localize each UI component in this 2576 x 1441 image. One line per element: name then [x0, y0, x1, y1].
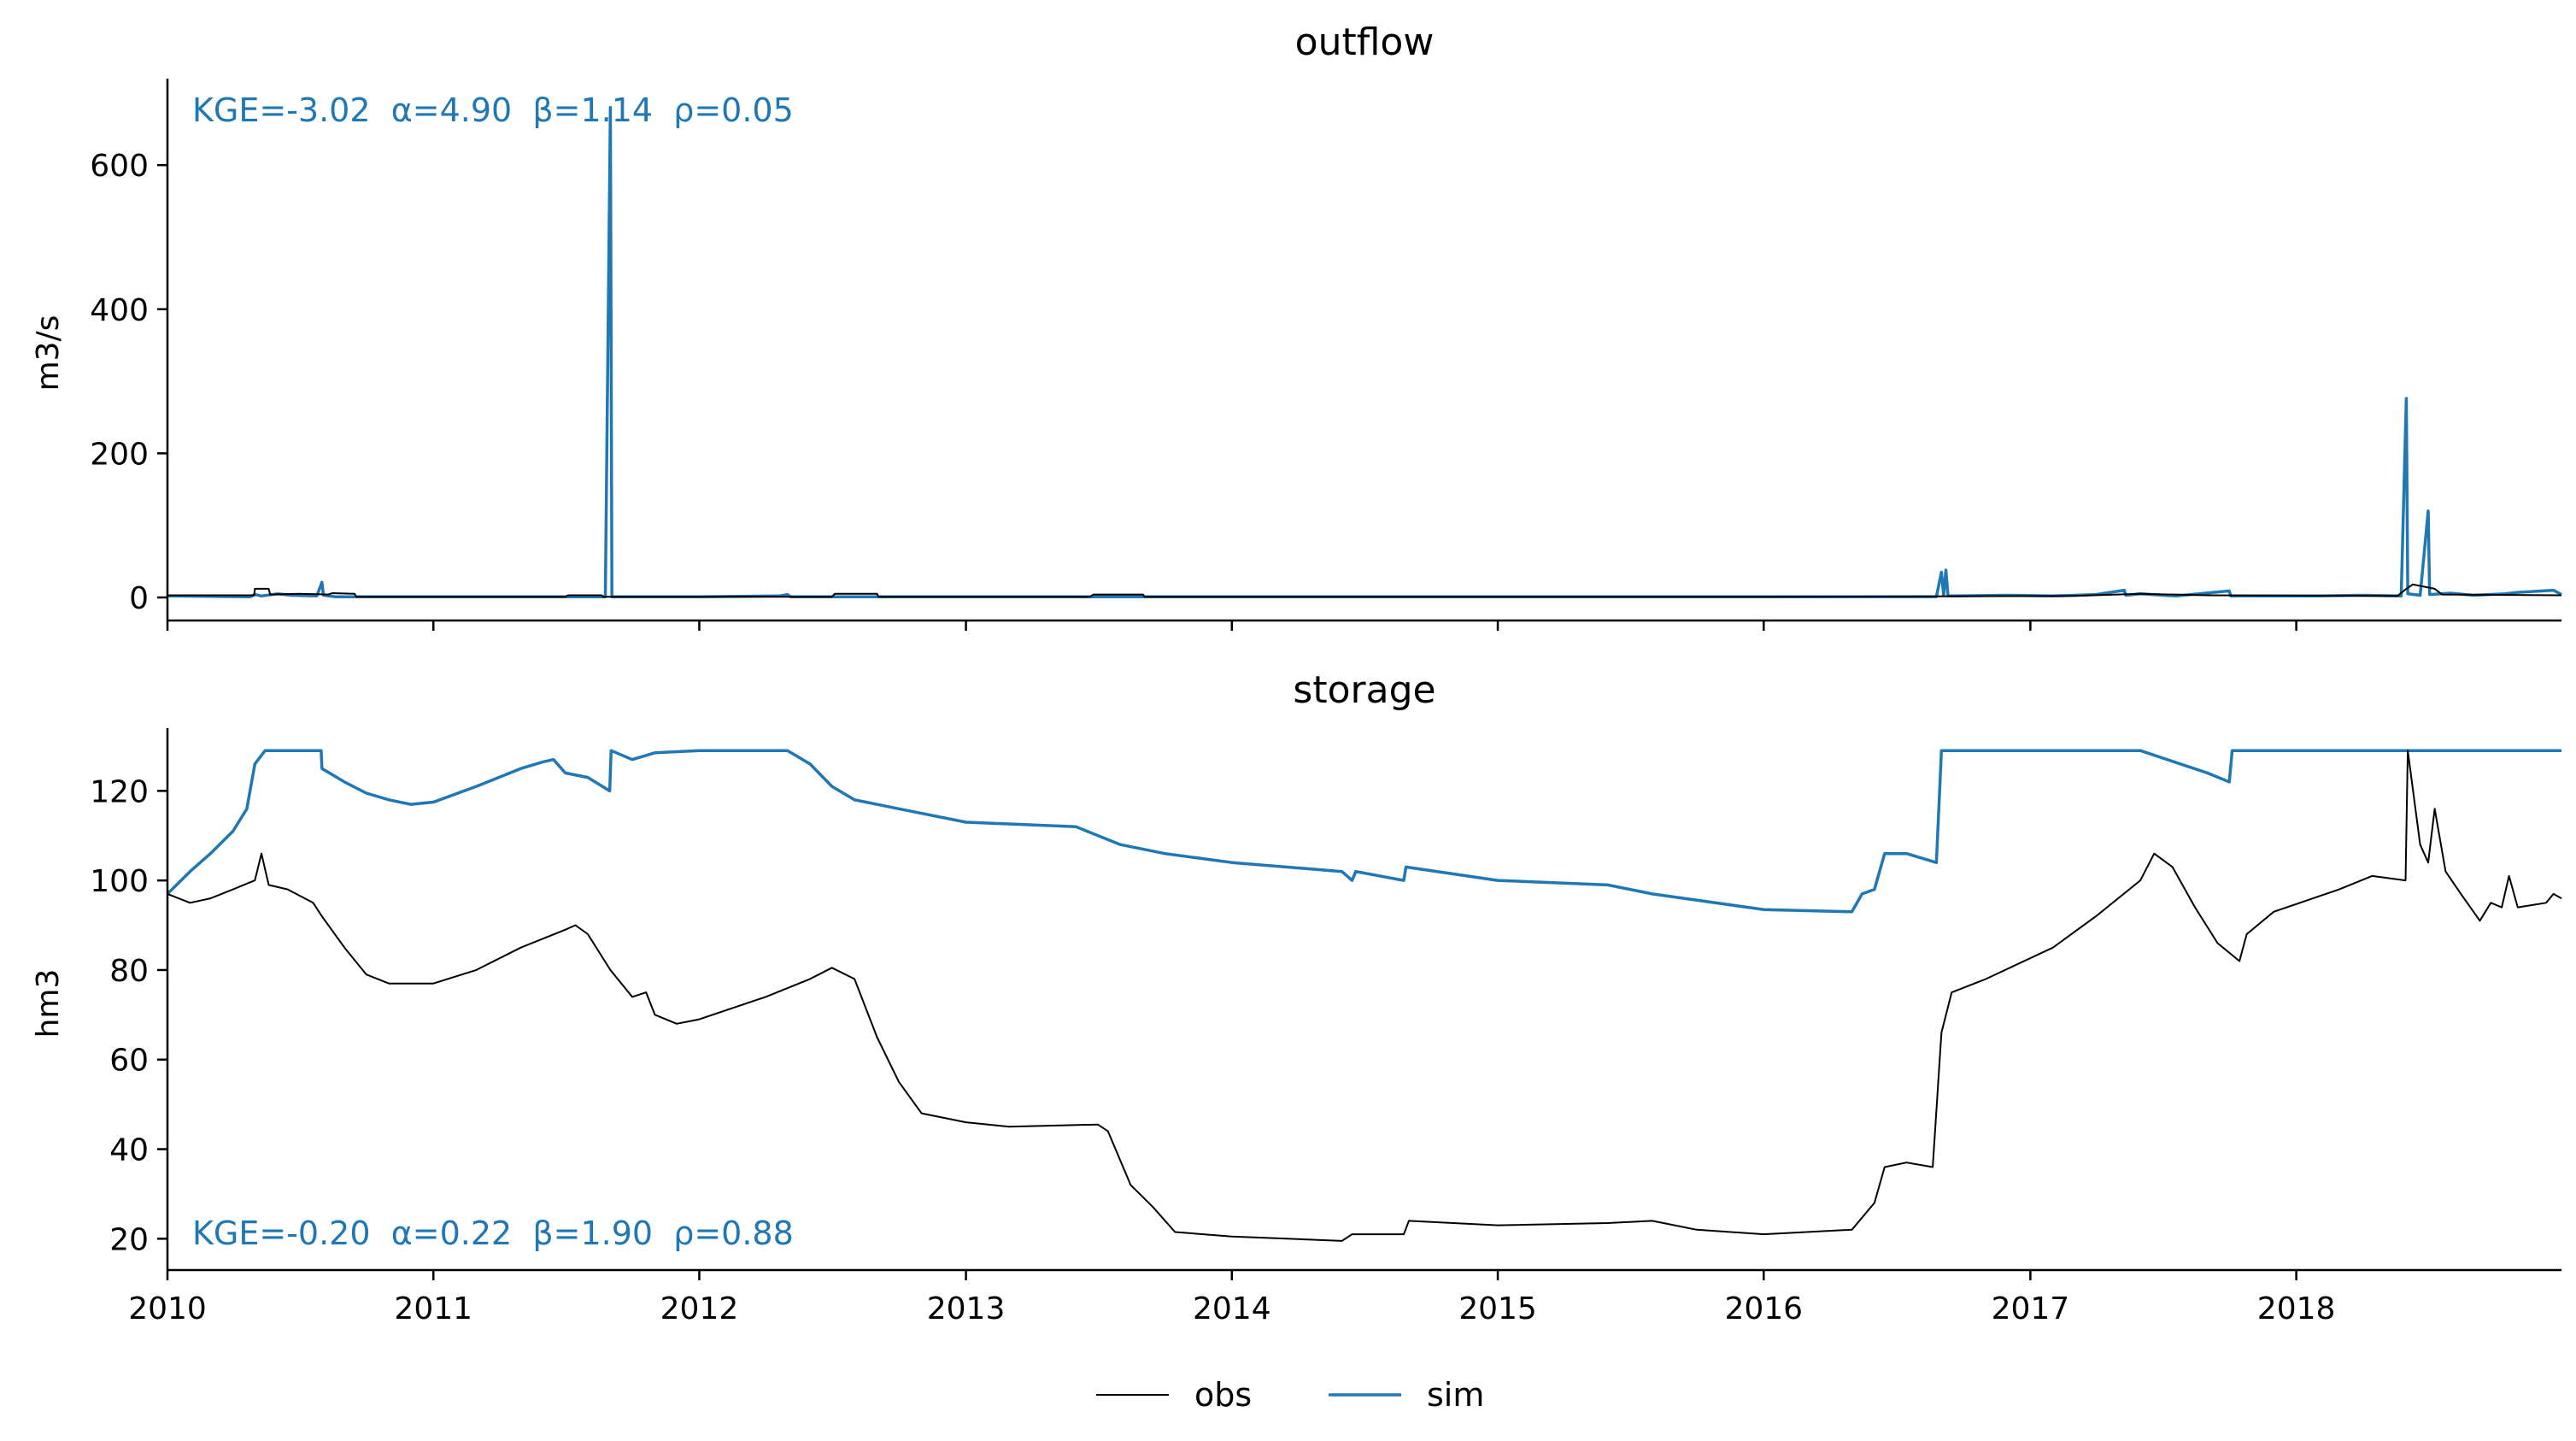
outflow-ylabel: m3/s	[31, 315, 66, 391]
outflow-metrics: KGE=-3.02 α=4.90 β=1.14 ρ=0.05	[192, 91, 794, 129]
outflow-panel: outflow m3/s 0 200 400 600 KGE=-3.02 α=4.90…	[31, 21, 2562, 631]
ytick-label: 120	[90, 774, 149, 809]
series-line-obs	[167, 750, 2562, 1242]
storage-ylabel: hm3	[31, 969, 66, 1038]
ytick-label: 200	[90, 437, 149, 472]
outflow-axis-ticks: 0 200 400 600	[90, 149, 2297, 631]
xtick-label: 2015	[1458, 1291, 1537, 1326]
xtick-label: 2012	[660, 1291, 739, 1326]
outflow-series-lines	[167, 105, 2562, 598]
outflow-title: outflow	[1295, 21, 1435, 64]
storage-axis-ticks: 20 40 60 80 100 120 2010 2011 2012 2013 2014 2015 20…	[90, 774, 2335, 1326]
xtick-label: 2016	[1724, 1291, 1803, 1326]
legend-sim-label: sim	[1427, 1376, 1484, 1414]
ytick-label: 100	[90, 864, 149, 899]
ytick-label: 0	[129, 581, 149, 616]
xtick-label: 2013	[927, 1291, 1006, 1326]
legend-obs-label: obs	[1194, 1376, 1252, 1414]
xtick-label: 2014	[1193, 1291, 1271, 1326]
ytick-label: 20	[109, 1222, 149, 1257]
legend: obs sim	[1096, 1376, 1484, 1414]
xtick-label: 2011	[394, 1291, 472, 1326]
ytick-label: 60	[109, 1044, 149, 1079]
ytick-label: 600	[90, 149, 149, 184]
series-line-obs	[167, 583, 2562, 598]
xtick-label: 2018	[2257, 1291, 2336, 1326]
xtick-label: 2017	[1992, 1291, 2070, 1326]
ytick-label: 40	[109, 1133, 149, 1168]
xtick-label: 2010	[128, 1291, 207, 1326]
ytick-label: 80	[109, 954, 149, 989]
storage-metrics: KGE=-0.20 α=0.22 β=1.90 ρ=0.88	[192, 1215, 794, 1252]
series-line-sim	[166, 749, 2561, 914]
ytick-label: 400	[90, 293, 149, 328]
storage-title: storage	[1293, 668, 1435, 712]
series-line-sim	[167, 105, 2562, 598]
storage-series-lines	[166, 749, 2562, 1242]
